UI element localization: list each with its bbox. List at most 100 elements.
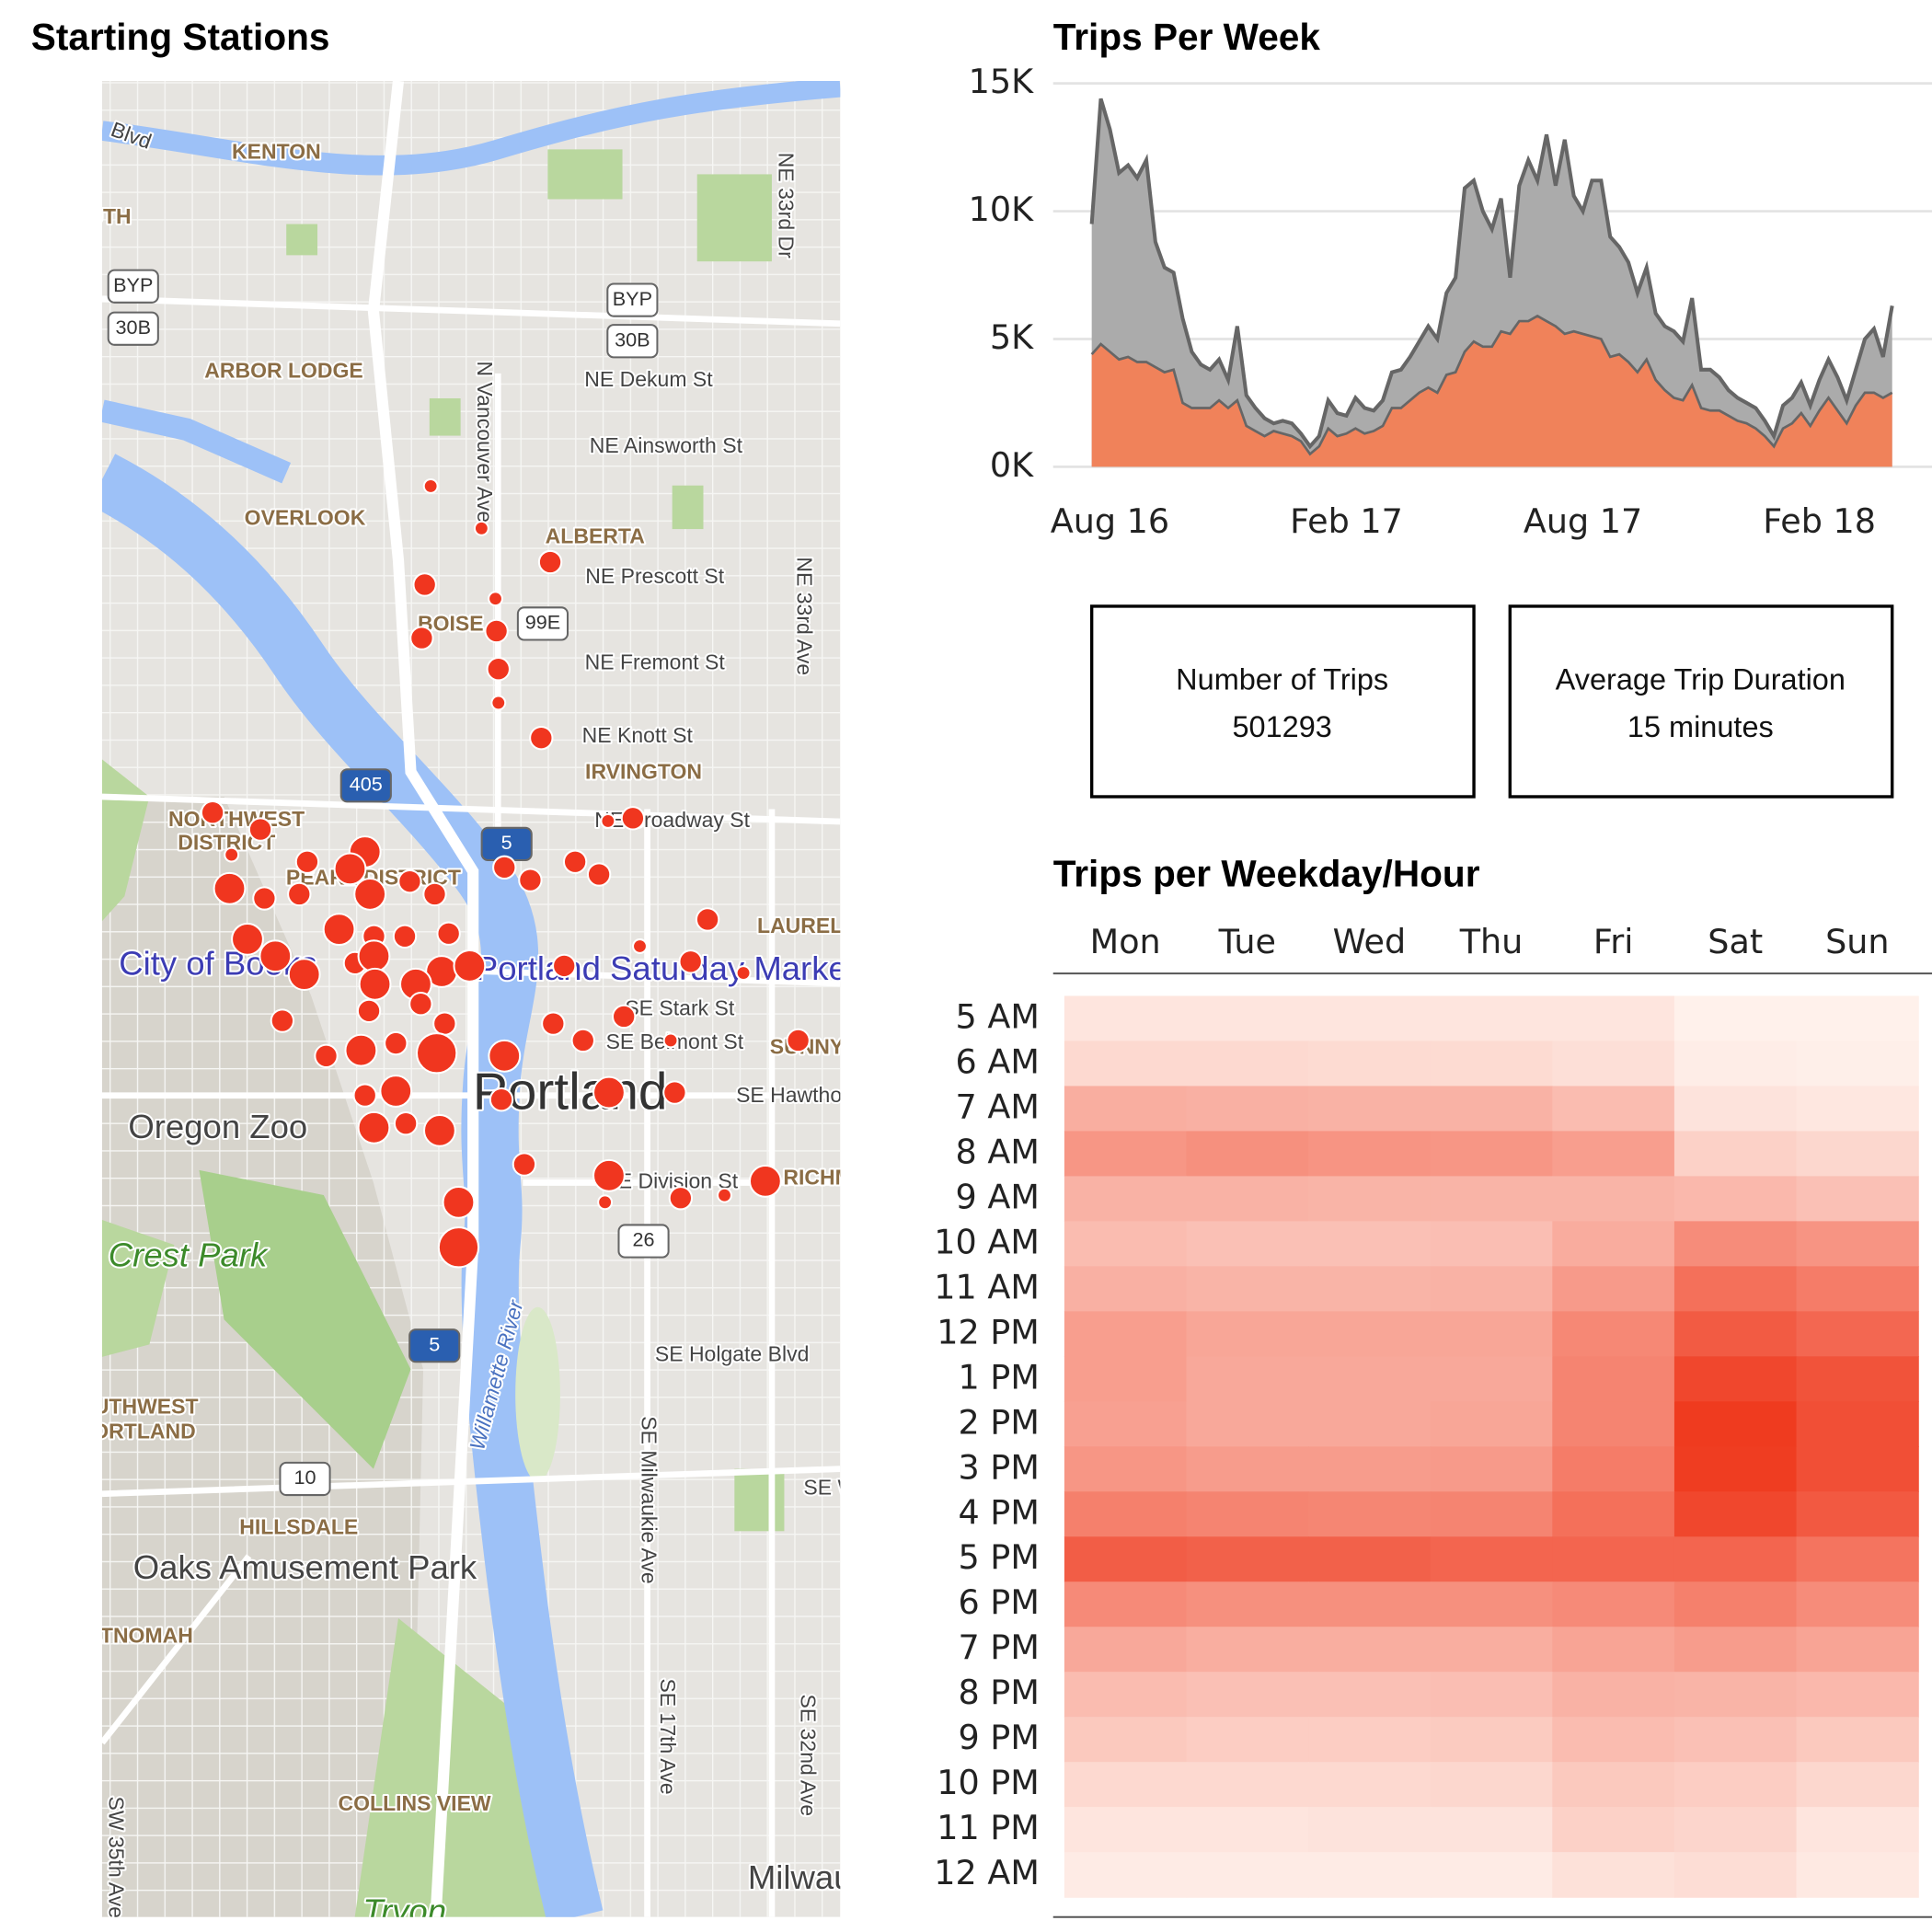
heat-cell [1186,1672,1309,1718]
heat-cell [1552,1672,1675,1718]
row-label: 8 AM [956,1132,1040,1171]
heat-cell [1308,1852,1432,1898]
map-label: SOUTHWEST [63,1394,199,1418]
station [357,1110,391,1144]
heat-cell [1186,1176,1309,1223]
map-title: Starting Stations [31,16,330,58]
map-label: NE Prescott St [585,564,724,588]
heat-cell [1186,1536,1309,1582]
map-label: NORTHWEST [168,807,305,831]
heat-cell [1552,1311,1675,1358]
stat-label: Number of Trips [1176,663,1388,696]
station [384,1030,408,1056]
heat-cell [1308,1176,1432,1223]
heat-cell [1308,1672,1432,1718]
heat-cell [1796,1131,1919,1178]
heat-cell [1430,1491,1553,1537]
station [408,992,433,1017]
row-label: 4 PM [958,1492,1039,1532]
park [547,149,623,200]
map-label: NE Dekum St [584,367,713,391]
station [529,725,554,751]
station [600,812,616,829]
heat-cell [1308,1131,1432,1178]
heat-cell [1430,1176,1553,1223]
heat-cell [1064,1221,1188,1268]
heat-cell [1430,1311,1553,1358]
station [717,1187,732,1203]
station [358,967,392,1001]
station [488,591,503,607]
heat-cell [1552,1491,1675,1537]
area-line [1089,98,1894,450]
heat-cell [1430,1131,1553,1178]
map-label: PORTSMOUTH [0,204,132,228]
heat-cell [1673,1672,1798,1718]
heat-cell [1673,1717,1798,1763]
station [492,855,517,880]
y-tick-label: 5K [990,317,1034,357]
map-shield [339,768,392,803]
row-label: 7 PM [958,1627,1039,1667]
heat-cell [1186,1131,1309,1178]
area-line [1090,314,1893,456]
heat-cell [1308,1401,1432,1447]
station [287,881,312,907]
station [287,958,321,992]
station [422,1113,456,1147]
station [432,1011,457,1036]
y-tick-label: 10K [969,190,1034,229]
station [422,881,447,907]
station [473,520,489,536]
y-tick-label: 0K [990,445,1034,485]
station [333,852,367,886]
station [409,626,434,650]
stat-box [1508,604,1894,799]
heat-cell [1430,1446,1553,1492]
map-label: Portland [473,1064,668,1121]
row-label: 3 PM [958,1447,1039,1487]
map-label: NE 33rd Dr [774,153,798,259]
station [247,817,273,842]
map-label: ALBERTA [546,524,645,548]
station [357,939,391,973]
map-shield [606,282,659,317]
heat-cell [1430,1221,1553,1268]
map-label: 99E [525,611,560,634]
station [392,924,418,949]
heat-cell [1430,1627,1553,1673]
station [224,846,240,863]
station [231,922,264,956]
station [213,871,247,905]
station [314,1043,339,1068]
heat-cell [1308,1717,1432,1763]
heat-cell [1186,1446,1309,1492]
heat-cell [1552,1356,1675,1402]
row-label: 10 AM [934,1222,1040,1261]
heat-cell [1796,1086,1919,1133]
station [412,572,437,597]
station [353,877,387,911]
heat-cell [1552,1762,1675,1808]
station [552,953,577,979]
channel [101,399,292,484]
map-label: Milwaukie [748,1858,895,1896]
station [416,1032,458,1075]
heat-cell [1552,1266,1675,1313]
heat-cell [1064,1581,1188,1627]
heat-cell [1186,1221,1309,1268]
heat-cell [1308,1356,1432,1402]
heat-cell [1796,1807,1919,1853]
map-shield [408,1328,461,1363]
river [101,454,604,1917]
station [668,1186,694,1211]
row-label: 11 AM [934,1267,1040,1306]
map-shield [107,311,159,346]
heat-cell [1064,1131,1188,1178]
heat-cell [1308,1627,1432,1673]
map-label: Council Crest Park [0,1236,269,1273]
heat-cell [1186,1717,1309,1763]
map-label: SE 32nd Ave [797,1695,821,1817]
heat-cell [1308,1311,1432,1358]
station [294,849,320,874]
